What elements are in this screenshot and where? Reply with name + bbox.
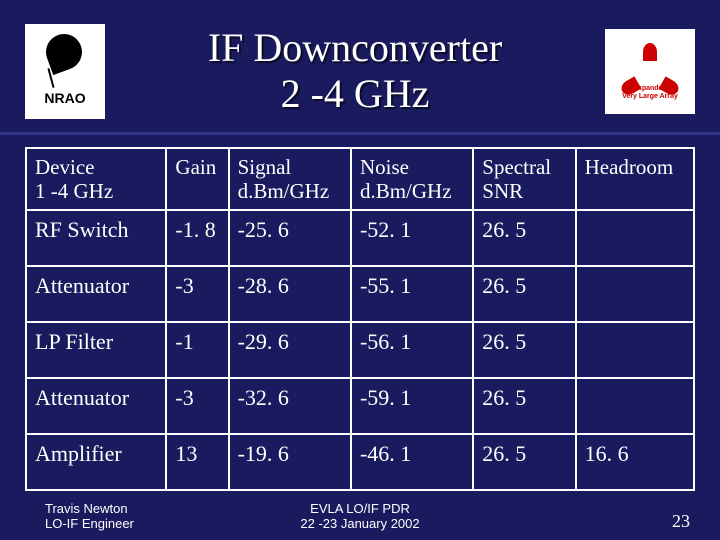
table-cell: -1. 8 — [166, 210, 228, 266]
table-cell: -32. 6 — [229, 378, 351, 434]
table-cell: -19. 6 — [229, 434, 351, 490]
title-line-2: 2 -4 GHz — [281, 71, 430, 116]
table-cell: -29. 6 — [229, 322, 351, 378]
footer-event: EVLA LO/IF PDR 22 -23 January 2002 — [300, 501, 419, 532]
title-line-1: IF Downconverter — [208, 25, 502, 70]
event-date: 22 -23 January 2002 — [300, 516, 419, 531]
table-cell: Attenuator — [26, 266, 166, 322]
table-cell: -46. 1 — [351, 434, 473, 490]
table-cell — [576, 210, 694, 266]
tripole-icon — [627, 41, 673, 81]
slide-header: NRAO IF Downconverter 2 -4 GHz Expanded … — [0, 0, 720, 135]
column-header: Gain — [166, 148, 228, 210]
table-cell: Amplifier — [26, 434, 166, 490]
table-cell — [576, 378, 694, 434]
table-cell: -3 — [166, 266, 228, 322]
table-row: Attenuator-3-28. 6-55. 126. 5 — [26, 266, 694, 322]
table-cell: -55. 1 — [351, 266, 473, 322]
table-cell: 13 — [166, 434, 228, 490]
table-cell: RF Switch — [26, 210, 166, 266]
table-cell: -52. 1 — [351, 210, 473, 266]
column-header: SpectralSNR — [473, 148, 575, 210]
table-cell — [576, 266, 694, 322]
table-row: LP Filter-1-29. 6-56. 126. 5 — [26, 322, 694, 378]
slide-title: IF Downconverter 2 -4 GHz — [105, 25, 605, 117]
table-cell: LP Filter — [26, 322, 166, 378]
table-header-row: Device1 -4 GHzGainSignald.Bm/GHzNoised.B… — [26, 148, 694, 210]
dish-icon — [40, 30, 90, 80]
author-role: LO-IF Engineer — [45, 516, 134, 531]
nrao-logo-text: NRAO — [44, 90, 85, 106]
slide-footer: Travis Newton LO-IF Engineer EVLA LO/IF … — [0, 501, 720, 532]
table-cell: 16. 6 — [576, 434, 694, 490]
table-cell: 26. 5 — [473, 210, 575, 266]
table-cell — [576, 322, 694, 378]
table-cell: Attenuator — [26, 378, 166, 434]
column-header: Headroom — [576, 148, 694, 210]
table-row: RF Switch-1. 8-25. 6-52. 126. 5 — [26, 210, 694, 266]
column-header: Noised.Bm/GHz — [351, 148, 473, 210]
event-title: EVLA LO/IF PDR — [310, 501, 410, 516]
table-cell: -25. 6 — [229, 210, 351, 266]
column-header: Signald.Bm/GHz — [229, 148, 351, 210]
table-cell: -56. 1 — [351, 322, 473, 378]
table-cell: -3 — [166, 378, 228, 434]
table-cell: 26. 5 — [473, 266, 575, 322]
table-row: Attenuator-3-32. 6-59. 126. 5 — [26, 378, 694, 434]
table-cell: -28. 6 — [229, 266, 351, 322]
table-cell: -1 — [166, 322, 228, 378]
table-cell: 26. 5 — [473, 322, 575, 378]
nrao-logo: NRAO — [25, 24, 105, 119]
author-name: Travis Newton — [45, 501, 128, 516]
table-cell: -59. 1 — [351, 378, 473, 434]
table-row: Amplifier13-19. 6-46. 126. 516. 6 — [26, 434, 694, 490]
table-cell: 26. 5 — [473, 378, 575, 434]
table-container: Device1 -4 GHzGainSignald.Bm/GHzNoised.B… — [0, 135, 720, 491]
page-number: 23 — [672, 511, 690, 532]
column-header: Device1 -4 GHz — [26, 148, 166, 210]
table-cell: 26. 5 — [473, 434, 575, 490]
footer-author: Travis Newton LO-IF Engineer — [45, 501, 134, 532]
downconverter-table: Device1 -4 GHzGainSignald.Bm/GHzNoised.B… — [25, 147, 695, 491]
evla-logo: Expanded Very Large Array — [605, 29, 695, 114]
